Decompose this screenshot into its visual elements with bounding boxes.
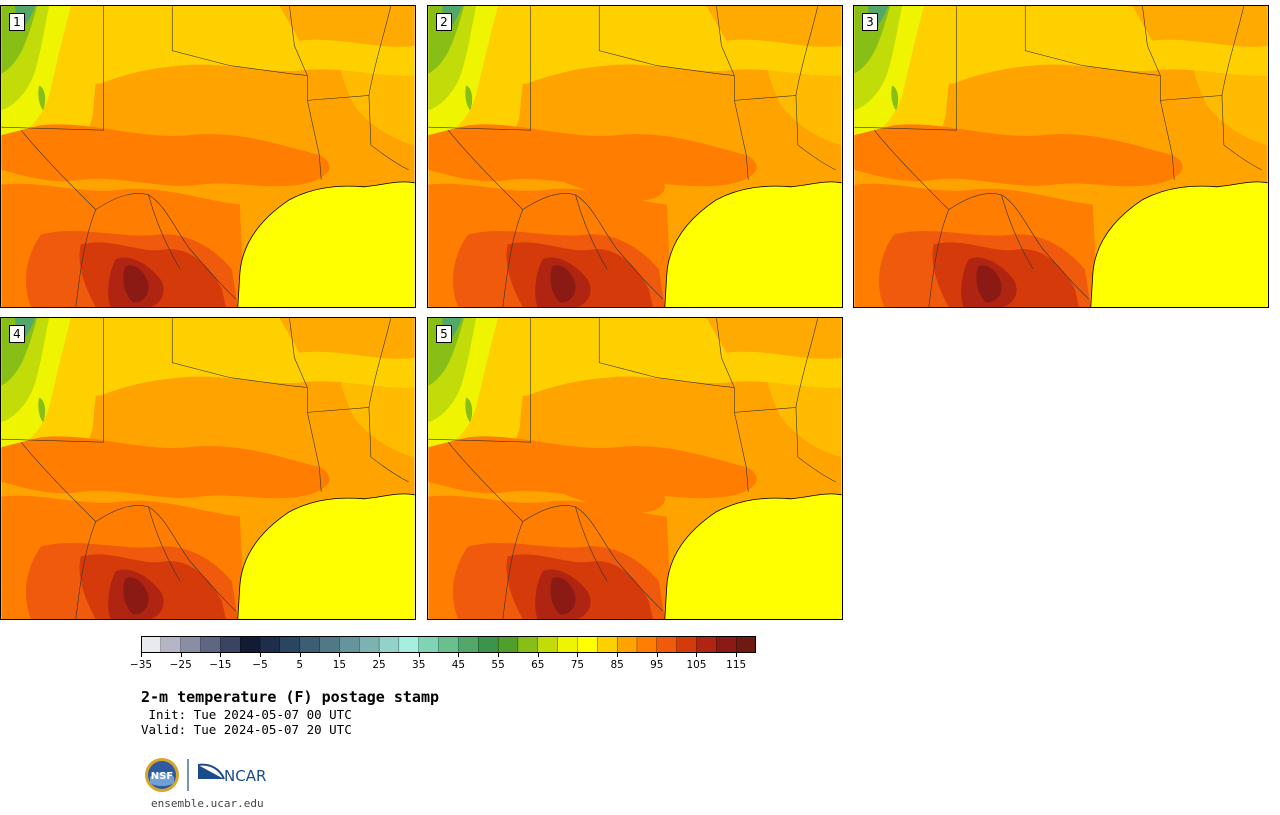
temperature-map-1	[1, 6, 415, 307]
colorbar-tick-label: −25	[169, 659, 192, 671]
colorbar-tick-mark	[260, 653, 262, 657]
stamp-label: 5	[436, 325, 452, 343]
colorbar-cell	[636, 636, 658, 653]
colorbar-tick-label: 95	[650, 659, 664, 671]
colorbar-cell	[438, 636, 459, 653]
colorbar-tick-label: 55	[491, 659, 505, 671]
colorbar-tick-mark	[537, 653, 539, 657]
site-url[interactable]: ensemble.ucar.edu	[151, 797, 264, 810]
temperature-map-4	[1, 318, 415, 619]
temperature-map-2	[428, 6, 842, 307]
ncar-logo-text: NCAR	[224, 767, 266, 785]
nsf-logo-icon: NSF	[145, 758, 179, 792]
nsf-logo-text: NSF	[151, 771, 173, 782]
valid-time: Valid: Tue 2024-05-07 20 UTC	[141, 722, 352, 737]
chart-title: 2-m temperature (F) postage stamp	[141, 688, 440, 706]
stamp-label: 2	[436, 13, 452, 31]
colorbar-cell	[676, 636, 697, 653]
colorbar-tick-mark	[617, 653, 619, 657]
colorbar-tick-mark	[418, 653, 420, 657]
colorbar-cell	[517, 636, 539, 653]
colorbar-tick-mark	[458, 653, 460, 657]
colorbar-cell	[220, 636, 241, 653]
colorbar-cell	[398, 636, 420, 653]
stamp-label: 1	[9, 13, 25, 31]
colorbar-tick-label: 115	[726, 659, 747, 671]
ncar-logo-icon: NCAR	[197, 763, 266, 785]
colorbar-cell	[497, 636, 519, 653]
colorbar-cell	[458, 636, 479, 653]
temperature-map-3	[854, 6, 1268, 307]
colorbar-tick-mark	[379, 653, 381, 657]
colorbar-tick-label: 15	[332, 659, 347, 671]
colorbar-cell	[359, 636, 380, 653]
colorbar-tick-mark	[577, 653, 579, 657]
colorbar-tick-mark	[141, 653, 142, 657]
colorbar-cell	[418, 636, 440, 653]
stamp-label: 3	[862, 13, 878, 31]
stamp-label: 4	[9, 325, 25, 343]
colorbar-cell	[616, 636, 638, 653]
colorbar-cell	[696, 636, 717, 653]
colorbar-tick-mark	[220, 653, 222, 657]
stamp-panel-3[interactable]: 3	[853, 5, 1269, 308]
stamp-panel-1[interactable]: 1	[0, 5, 416, 308]
colorbar-cell	[319, 636, 340, 653]
colorbar-cell	[716, 636, 737, 653]
init-time: Init: Tue 2024-05-07 00 UTC	[141, 707, 352, 722]
colorbar-cell	[200, 636, 221, 653]
colorbar-cell	[180, 636, 201, 653]
colorbar-tick-mark	[299, 653, 301, 657]
colorbar-tick-label: 65	[531, 659, 545, 671]
colorbar-cell	[378, 636, 400, 653]
colorbar-cell	[656, 636, 678, 653]
logos: NSF NCAR	[144, 757, 274, 793]
colorbar-tick-mark	[498, 653, 500, 657]
colorbar-cell	[279, 636, 301, 653]
colorbar-tick-label: 35	[412, 659, 426, 671]
colorbar-tick-mark	[339, 653, 341, 657]
colorbar-cell	[478, 636, 499, 653]
colorbar-cell	[240, 636, 261, 653]
colorbar-tick-label: −35	[129, 659, 153, 671]
stamp-panel-2[interactable]: 2	[427, 5, 843, 308]
colorbar-cell	[299, 636, 321, 653]
temperature-colorbar	[141, 636, 756, 653]
colorbar-cell	[736, 636, 756, 653]
colorbar-tick-label: −5	[252, 659, 268, 671]
colorbar-cell	[160, 636, 182, 653]
colorbar-tick-mark	[656, 653, 658, 657]
stamp-panel-4[interactable]: 4	[0, 317, 416, 620]
colorbar-tick-label: 25	[372, 659, 386, 671]
colorbar-tick-label: 75	[570, 659, 585, 671]
colorbar-cell	[259, 636, 281, 653]
colorbar-cell	[557, 636, 578, 653]
stamp-panel-5[interactable]: 5	[427, 317, 843, 620]
colorbar-tick-label: −15	[209, 659, 232, 671]
colorbar-tick-label: 5	[296, 659, 304, 671]
colorbar-cell	[537, 636, 559, 653]
colorbar-tick-mark	[180, 653, 182, 657]
colorbar-cell	[141, 636, 162, 653]
colorbar-tick-label: 85	[610, 659, 624, 671]
colorbar-cell	[339, 636, 360, 653]
colorbar-tick-label: 45	[451, 659, 466, 671]
colorbar-tick-mark	[696, 653, 698, 657]
colorbar-tick-label: 105	[686, 659, 707, 671]
colorbar-cell	[577, 636, 598, 653]
colorbar-tick-mark	[736, 653, 738, 657]
colorbar-cell	[597, 636, 618, 653]
temperature-map-5	[428, 318, 842, 619]
